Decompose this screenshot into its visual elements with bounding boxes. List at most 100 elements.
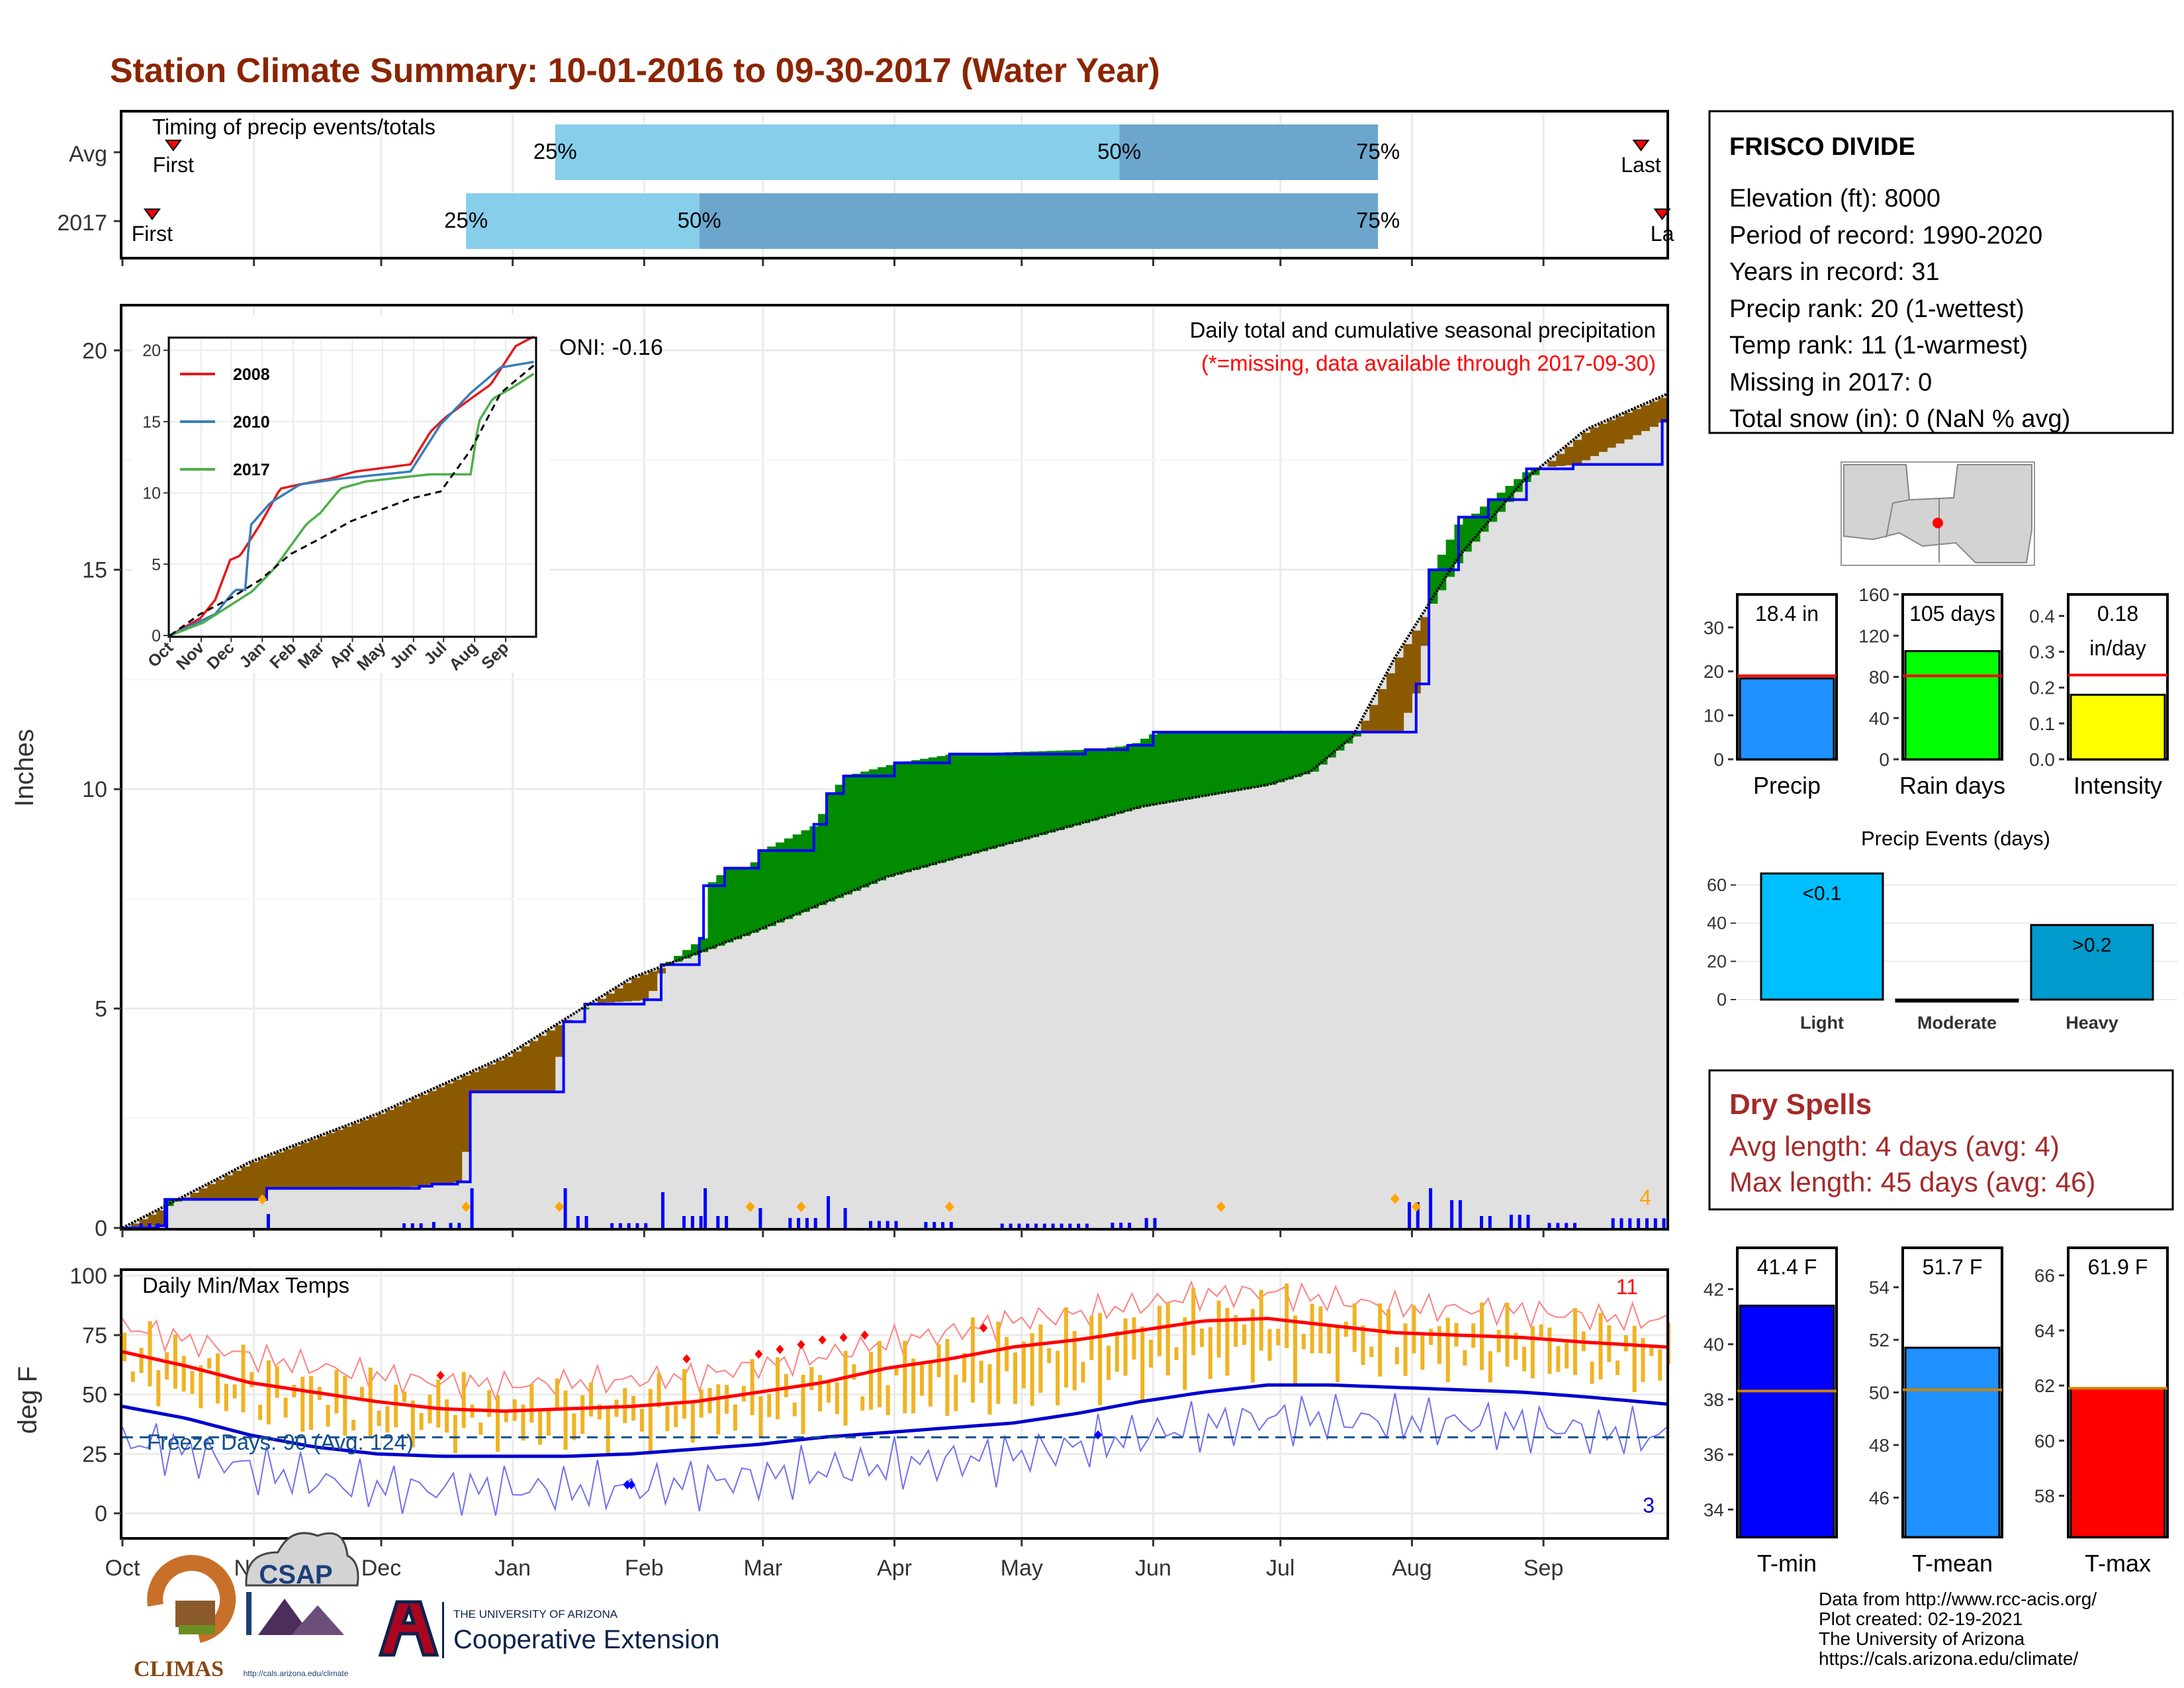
precip-y-tick-label: 10 [82, 777, 107, 802]
daily-temp-range-bar [716, 1384, 721, 1434]
daily-precip-bar [1573, 1223, 1576, 1228]
daily-temp-range-bar [130, 1371, 135, 1382]
below-average-band [1641, 405, 1650, 432]
daily-temp-range-bar [368, 1368, 373, 1438]
ua-logo: THE UNIVERSITY OF ARIZONA Cooperative Ex… [378, 1600, 719, 1658]
daily-temp-range-bar [1115, 1331, 1119, 1372]
timing-row-label-avg: Avg [69, 142, 107, 167]
daily-precip-bar [1450, 1200, 1454, 1228]
daily-precip-bar [933, 1222, 936, 1228]
daily-temp-range-bar [487, 1389, 492, 1417]
temp-stat-t-max-y-tick-label: 62 [2034, 1376, 2055, 1396]
above-average-band [979, 753, 989, 851]
daily-temp-range-bar [928, 1362, 933, 1407]
daily-temp-range-bar [232, 1384, 237, 1399]
daily-temp-range-bar [309, 1376, 313, 1430]
month-tick-label: Aug [1392, 1556, 1432, 1581]
events-bar-label: >0.2 [2072, 934, 2111, 956]
dry-spells-max-length: Max length: 45 days (avg: 46) [1729, 1166, 2095, 1197]
daily-temp-range-bar [886, 1385, 890, 1415]
heavy-event-marker [944, 1201, 954, 1212]
daily-precip-bar [1060, 1223, 1064, 1228]
daily-temp-range-bar [903, 1340, 907, 1413]
daily-precip-bar [644, 1223, 648, 1228]
daily-precip-bar [1111, 1223, 1115, 1228]
dry-spells-frame [1708, 1069, 2174, 1211]
below-average-band [232, 1170, 242, 1199]
stat-intensity-y-tick-label: 0.0 [2029, 749, 2055, 770]
temp-y-tick-label: 0 [95, 1501, 107, 1526]
above-average-band [1183, 732, 1192, 800]
stat-intensity-bar [2070, 694, 2166, 761]
daily-temp-range-bar [555, 1378, 559, 1410]
daily-temp-range-bar [199, 1365, 203, 1409]
above-average-band [784, 838, 794, 919]
above-average-band [758, 850, 768, 930]
timing-last-label: La [1651, 222, 1674, 246]
temp-stat-t-min-y-tick-label: 40 [1704, 1335, 1724, 1355]
daily-temp-range-bar [275, 1366, 279, 1398]
daily-temp-range-bar [1216, 1300, 1221, 1358]
daily-temp-range-bar [1361, 1325, 1365, 1365]
record-high-marker [797, 1340, 805, 1350]
daily-precip-bar [618, 1223, 622, 1228]
timing-panel: 25% 50% 75% First Last 25% 50% 75% First La Timin… [57, 110, 1674, 266]
above-average-band [827, 793, 836, 902]
daily-temp-range-bar [1005, 1336, 1009, 1372]
daily-precip-bar [576, 1216, 580, 1228]
daily-temp-range-bar [1505, 1302, 1510, 1367]
ua-divider [442, 1602, 444, 1658]
above-average-band [852, 773, 861, 891]
daily-temp-range-bar [504, 1410, 508, 1423]
below-average-band [410, 1098, 420, 1187]
inset-line-2010 [169, 360, 534, 637]
timing-label-50: 50% [678, 208, 721, 232]
daily-temp-range-bar [181, 1356, 186, 1392]
below-average-band [368, 1117, 378, 1189]
stat-rain-days-y-tick-label: 80 [1869, 667, 1889, 688]
daily-precip-bar [1051, 1223, 1055, 1228]
below-average-band [207, 1184, 216, 1199]
daily-temp-range-bar [1336, 1326, 1340, 1383]
daily-temp-range-bar [962, 1352, 966, 1383]
daily-precip-bar [1077, 1223, 1081, 1228]
events-y-tick-label: 60 [1707, 875, 1727, 895]
daily-precip-bar [725, 1216, 729, 1228]
daily-temp-range-bar [1632, 1325, 1637, 1392]
timing-last-label: Last [1621, 153, 1661, 177]
daily-temp-range-bar [377, 1411, 381, 1427]
daily-temp-range-bar [292, 1384, 296, 1397]
csap-logo: CSAP http://cals.arizona.edu/climate [244, 1532, 359, 1678]
below-average-band [623, 983, 632, 1002]
daily-temp-range-bar [580, 1395, 585, 1434]
timing-first-marker [143, 209, 161, 220]
below-average-band [258, 1158, 267, 1199]
daily-precip-bar [470, 1188, 474, 1228]
daily-precip-bar [788, 1218, 792, 1228]
daily-temp-range-bar [606, 1407, 610, 1454]
daily-temp-range-bar [954, 1374, 958, 1411]
above-average-band [1301, 732, 1311, 774]
temp-stat-t-min-value-label: 41.4 F [1757, 1255, 1817, 1279]
daily-temp-range-bar [835, 1382, 839, 1415]
below-average-band [470, 1072, 479, 1092]
below-average-band [292, 1146, 301, 1189]
below-average-band [385, 1109, 394, 1188]
daily-temp-range-bar [767, 1393, 772, 1417]
events-bar-moderate [1895, 998, 2019, 1003]
station-location-marker [1933, 518, 1943, 528]
daily-temp-range-bar [1387, 1309, 1390, 1335]
record-low-envelope [122, 1393, 1667, 1516]
csap-mountain-icon [258, 1599, 311, 1635]
above-average-band [1174, 732, 1183, 801]
events-x-label: Moderate [1917, 1013, 1997, 1033]
events-x-label: Heavy [2066, 1013, 2118, 1033]
above-average-band [792, 834, 802, 916]
events-y-tick-label: 0 [1717, 990, 1727, 1009]
temp-stat-t-min-name: T-min [1757, 1550, 1817, 1577]
daily-temp-range-bar [190, 1371, 195, 1394]
daily-precip-bar [1556, 1223, 1560, 1228]
daily-temp-range-bar [1310, 1303, 1314, 1354]
daily-precip-bar [1488, 1216, 1492, 1228]
station-precip-rank: Precip rank: 20 (1-wettest) [1729, 295, 2025, 323]
